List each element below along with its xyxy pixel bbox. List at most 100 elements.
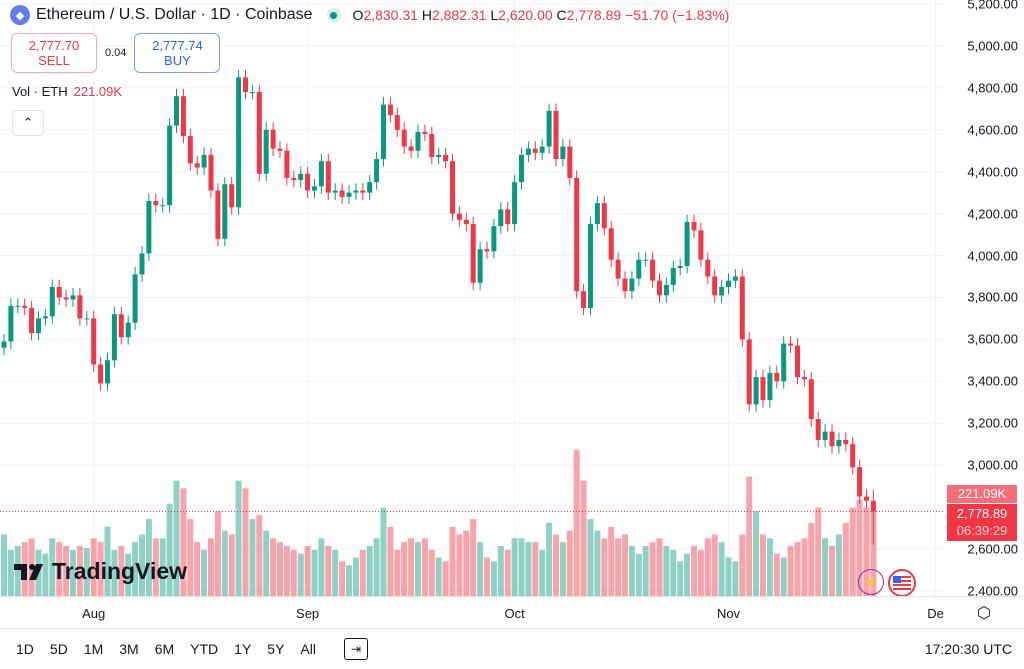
- candle-body: [677, 266, 683, 269]
- volume-bar: [187, 519, 194, 596]
- candle-body: [581, 291, 587, 308]
- volume-bar: [780, 557, 787, 596]
- volume-bar: [7, 549, 14, 596]
- candle-body: [746, 339, 752, 405]
- volume-bar: [380, 507, 387, 596]
- candle-body: [332, 190, 338, 193]
- candle-body: [243, 77, 248, 93]
- range-selector: 1D 5D 1M 3M 6M YTD 1Y 5Y All: [8, 641, 324, 657]
- candle-body: [91, 318, 97, 365]
- symbol-title[interactable]: Ethereum / U.S. Dollar · 1D · Coinbase: [36, 6, 313, 23]
- volume-bar: [214, 511, 221, 596]
- tradingview-logo-text: TradingView: [52, 558, 188, 584]
- us-flag-icon[interactable]: [888, 569, 916, 597]
- range-5d[interactable]: 5D: [49, 641, 68, 657]
- sell-label: SELL: [38, 53, 70, 68]
- time-axis[interactable]: ⬡ Aug Sep Oct Nov De: [0, 596, 1024, 629]
- range-1y[interactable]: 1Y: [234, 641, 252, 657]
- volume-bar: [546, 522, 553, 596]
- candle-body: [781, 343, 787, 382]
- candle-body: [684, 221, 690, 266]
- volume-bar: [580, 480, 587, 596]
- candle-body: [450, 161, 455, 214]
- volume-bar: [152, 538, 159, 596]
- price-axis-label: 3,200.00: [967, 415, 1018, 431]
- volume-bar: [835, 534, 842, 596]
- collapse-legend-button[interactable]: ⌃: [12, 110, 44, 136]
- tradingview-logo[interactable]: TradingView: [14, 558, 187, 585]
- volume-bar: [856, 499, 863, 596]
- candle-body: [470, 224, 476, 283]
- buy-button[interactable]: 2,777.74 BUY: [134, 33, 221, 73]
- settings-icon[interactable]: ⬡: [977, 605, 991, 622]
- volume-bar: [470, 519, 477, 596]
- volume-bar: [691, 546, 697, 596]
- price-chart[interactable]: [0, 0, 945, 596]
- candle-body: [153, 201, 159, 206]
- range-1m[interactable]: 1M: [83, 641, 104, 657]
- candle-body: [636, 259, 642, 279]
- candle-body: [105, 360, 110, 384]
- last-price-tag: 2,778.89 06:39:29: [947, 504, 1017, 541]
- range-all[interactable]: All: [300, 641, 316, 657]
- volume-bar: [663, 546, 670, 596]
- buy-label: BUY: [164, 53, 191, 68]
- volume-bar: [456, 534, 463, 596]
- volume-bar: [849, 507, 856, 596]
- time-axis-label: Nov: [716, 606, 741, 621]
- volume-bar: [442, 561, 449, 596]
- candle-body: [1, 341, 7, 348]
- ohlc-values: O2,830.31 H2,882.31 L2,620.00 C2,778.89 …: [353, 7, 730, 23]
- volume-bar: [249, 519, 256, 596]
- price-axis-label: 5,000.00: [967, 38, 1018, 54]
- range-5y[interactable]: 5Y: [267, 641, 285, 657]
- volume-bar: [332, 549, 339, 596]
- volume-bar: [842, 522, 849, 596]
- high-value: 2,882.31: [431, 7, 487, 23]
- candle-body: [588, 224, 593, 308]
- candle-body: [339, 190, 345, 197]
- volume-bar: [794, 542, 801, 596]
- candle-body: [77, 295, 83, 319]
- range-1d[interactable]: 1D: [16, 641, 34, 657]
- go-to-date-icon[interactable]: ⇥: [343, 638, 368, 660]
- buy-price: 2,777.74: [152, 38, 203, 53]
- range-3m[interactable]: 3M: [119, 641, 139, 657]
- volume-legend: Vol · ETH 221.09K: [12, 84, 122, 99]
- range-6m[interactable]: 6M: [154, 641, 175, 657]
- candle-body: [615, 259, 621, 279]
- volume-bar: [642, 546, 649, 596]
- volume-bar: [697, 549, 704, 596]
- price-axis[interactable]: 5,200.00 5,000.00 4,800.00 4,600.00 4,400.00…: [945, 0, 1024, 598]
- price-axis-label: 4,800.00: [967, 80, 1018, 96]
- volume-bar: [415, 542, 421, 596]
- clock[interactable]: 17:20:30 UTC: [924, 641, 1012, 657]
- price-axis-label: 4,200.00: [967, 206, 1018, 222]
- volume-bar: [166, 503, 173, 596]
- volume-bar: [277, 542, 283, 596]
- market-status-icon[interactable]: [326, 8, 341, 22]
- volume-bar: [83, 547, 90, 596]
- bottom-toolbar: 1D 5D 1M 3M 6M YTD 1Y 5Y All ⇥ 17:20:30 UTC: [0, 628, 1024, 669]
- candle-body: [415, 131, 421, 151]
- candle-body: [346, 192, 352, 197]
- range-ytd[interactable]: YTD: [190, 641, 219, 657]
- candle-body: [49, 286, 55, 317]
- volume-bar: [677, 561, 684, 596]
- change-value: −51.70 (−1.83%): [625, 7, 730, 23]
- candle-body: [381, 104, 386, 160]
- candle-body: [70, 295, 76, 300]
- candle-body: [236, 77, 242, 208]
- volume-bar: [111, 549, 118, 596]
- candle-body: [118, 314, 124, 338]
- candle-body: [98, 364, 104, 384]
- candle-body: [42, 316, 48, 319]
- candle-body: [208, 154, 214, 191]
- volume-bar: [477, 542, 484, 596]
- sell-button[interactable]: 2,777.70 SELL: [11, 33, 97, 73]
- volume-bar: [559, 542, 566, 596]
- volume-bar: [725, 557, 732, 596]
- high-label: H: [421, 7, 432, 23]
- lightning-icon[interactable]: ⚡: [858, 569, 884, 595]
- volume-bar: [159, 538, 166, 596]
